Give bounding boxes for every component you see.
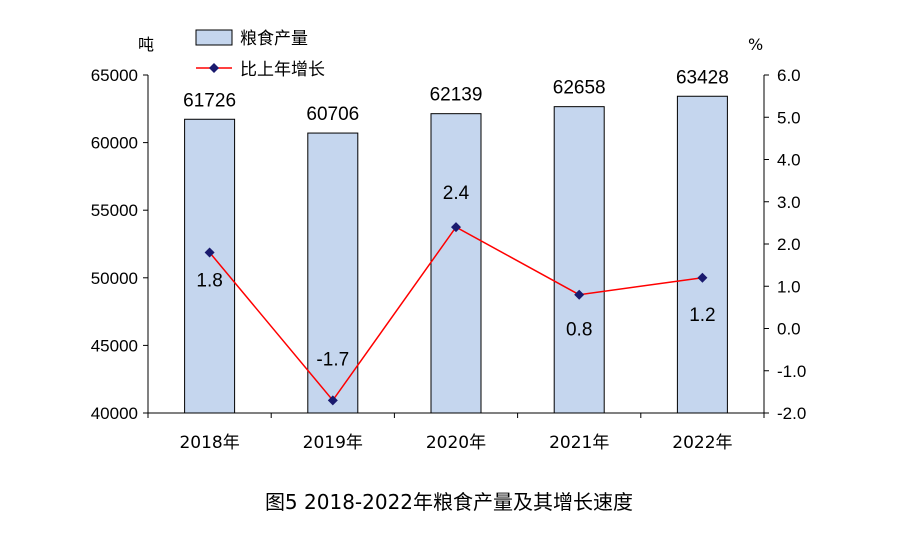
right-tick-label: 6.0 <box>777 66 801 85</box>
left-tick-label: 55000 <box>91 201 138 220</box>
x-category-label: 2021年 <box>549 433 609 453</box>
bar-value-label: 63428 <box>676 67 729 88</box>
growth-point-marker <box>327 395 338 406</box>
right-tick-label: 2.0 <box>777 235 801 254</box>
growth-point-marker <box>697 272 708 283</box>
growth-value-label: -1.7 <box>316 349 349 370</box>
line-series <box>204 222 708 406</box>
bar <box>676 95 728 414</box>
x-category-label: 2019年 <box>303 433 363 453</box>
x-category-label: 2022年 <box>672 433 732 453</box>
left-tick-label: 40000 <box>91 404 138 423</box>
right-tick-label: 5.0 <box>777 108 801 127</box>
data-labels: 61726 60706 62139 62658 63428 1.8 -1.7 2.4 0.8 1.… <box>183 67 729 370</box>
right-tick-label: 0.0 <box>777 320 801 339</box>
bar <box>184 118 236 414</box>
chart-caption: 图5 2018-2022年粮食产量及其增长速度 <box>265 490 633 514</box>
right-tick-label: 3.0 <box>777 193 801 212</box>
legend: 粮食产量 比上年增长 <box>195 29 325 80</box>
bar <box>553 106 605 414</box>
bars <box>184 95 728 414</box>
growth-point-marker <box>204 247 215 258</box>
growth-value-label: 2.4 <box>443 183 470 204</box>
left-tick-label: 50000 <box>91 269 138 288</box>
right-tick-label: -1.0 <box>777 362 806 381</box>
x-category-label: 2020年 <box>426 433 486 453</box>
right-axis-unit: % <box>748 35 763 54</box>
left-tick-label: 45000 <box>91 336 138 355</box>
bar-value-label: 62658 <box>553 78 606 99</box>
legend-bar-swatch <box>195 29 233 46</box>
right-tick-label: -2.0 <box>777 404 806 423</box>
left-axis-unit: 吨 <box>138 35 154 54</box>
legend-bar-label: 粮食产量 <box>240 29 308 49</box>
left-tick-label: 65000 <box>91 66 138 85</box>
growth-point-marker <box>574 289 585 300</box>
right-tick-label: 4.0 <box>777 151 801 170</box>
left-tick-label: 60000 <box>91 134 138 153</box>
legend-line-marker <box>209 63 219 73</box>
growth-value-label: 0.8 <box>566 320 592 341</box>
axes: 40000 45000 50000 55000 60000 65000 -2.0 -1.0 0.… <box>91 66 807 453</box>
bar <box>307 132 359 414</box>
bar <box>430 113 482 414</box>
growth-value-label: 1.2 <box>689 305 715 326</box>
growth-value-label: 1.8 <box>196 270 222 291</box>
x-category-label: 2018年 <box>179 433 239 453</box>
legend-line-label: 比上年增长 <box>240 60 325 80</box>
bar-value-label: 61726 <box>183 90 236 111</box>
right-tick-label: 1.0 <box>777 277 801 296</box>
growth-point-marker <box>451 222 461 233</box>
bar-value-label: 62139 <box>430 85 483 106</box>
bar-value-label: 60706 <box>306 104 359 125</box>
